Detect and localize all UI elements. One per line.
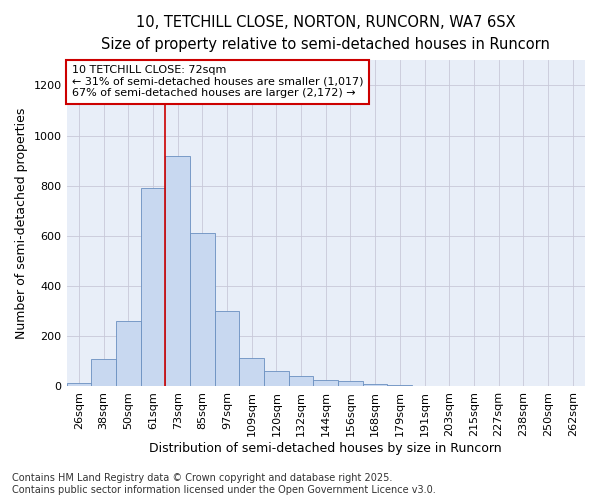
Bar (165, 156, 190, 386)
Title: 10, TETCHILL CLOSE, NORTON, RUNCORN, WA7 6SX
Size of property relative to semi-d: 10, TETCHILL CLOSE, NORTON, RUNCORN, WA7… (101, 15, 550, 52)
Text: Contains HM Land Registry data © Crown copyright and database right 2025.
Contai: Contains HM Land Registry data © Crown c… (12, 474, 436, 495)
Text: 10 TETCHILL CLOSE: 72sqm
← 31% of semi-detached houses are smaller (1,017)
67% o: 10 TETCHILL CLOSE: 72sqm ← 31% of semi-d… (72, 65, 363, 98)
Bar (388, 385, 412, 386)
Bar (215, 311, 239, 386)
Bar (91, 359, 116, 386)
Bar (264, 372, 289, 386)
Bar (116, 321, 140, 386)
Bar (289, 376, 313, 386)
Bar (140, 188, 165, 386)
Bar (239, 358, 264, 386)
Bar (67, 382, 91, 386)
Bar (338, 382, 363, 386)
Bar (313, 380, 338, 386)
Y-axis label: Number of semi-detached properties: Number of semi-detached properties (15, 108, 28, 339)
Bar (363, 384, 388, 386)
Bar (190, 234, 215, 386)
X-axis label: Distribution of semi-detached houses by size in Runcorn: Distribution of semi-detached houses by … (149, 442, 502, 455)
